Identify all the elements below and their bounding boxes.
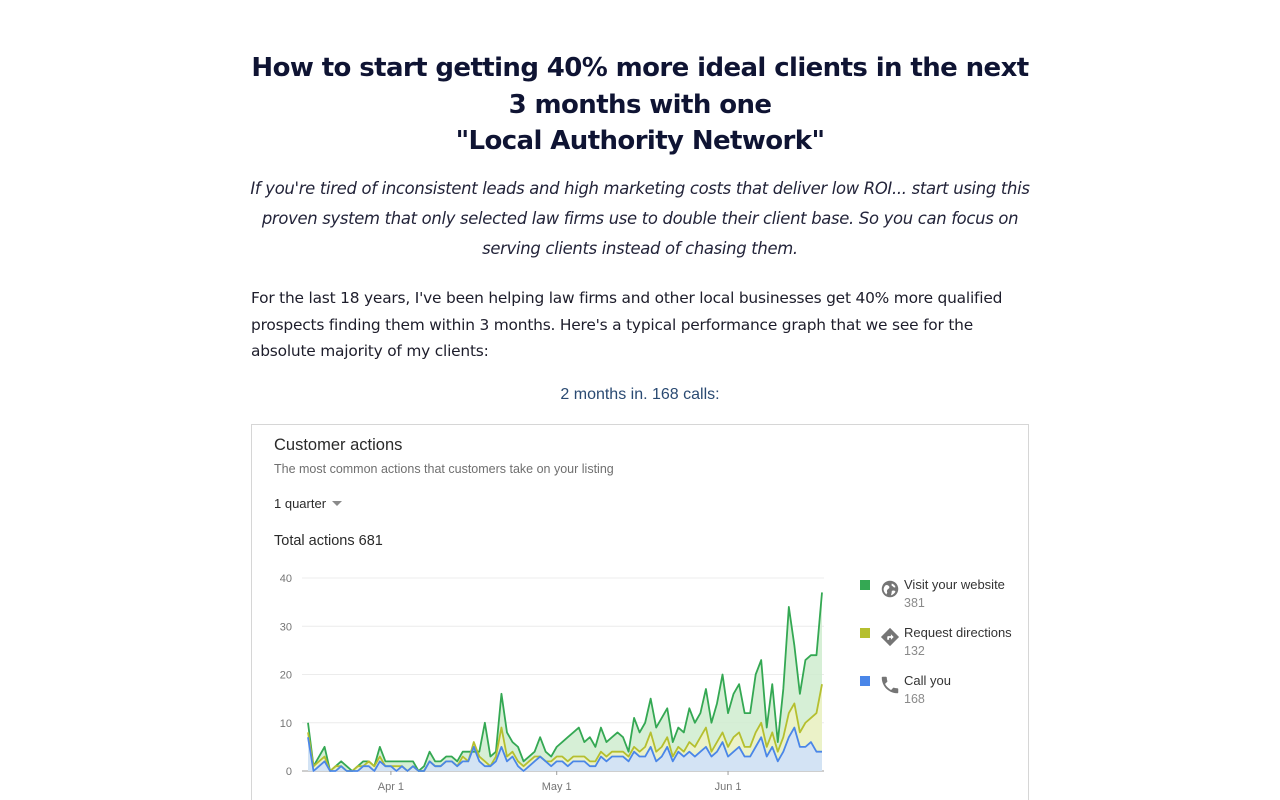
x-tick-label: May 1 <box>542 781 572 793</box>
legend-item-website: Visit your website 381 <box>860 577 1020 617</box>
legend-count-website: 381 <box>904 596 925 610</box>
customer-actions-chart: 0 10 20 30 40 Apr 1 May 1 Jun 1 <box>280 573 824 793</box>
legend-swatch-calls <box>860 676 870 686</box>
headline-line-2: 3 months with one <box>508 89 772 120</box>
legend-item-calls: Call you 168 <box>860 673 1020 713</box>
subheadline: If you're tired of inconsistent leads an… <box>250 179 1030 258</box>
globe-icon <box>881 580 899 598</box>
series-area-calls <box>308 727 822 771</box>
legend-label-calls: Call you <box>904 673 951 688</box>
legend-swatch-website <box>860 580 870 590</box>
intro-paragraph: For the last 18 years, I've been helping… <box>251 289 1003 361</box>
headline-line-1: How to start getting 40% more ideal clie… <box>251 53 1029 83</box>
chevron-down-icon <box>332 501 343 506</box>
chart-caption: 2 months in. 168 calls: <box>560 386 720 403</box>
legend-count-calls: 168 <box>904 692 925 706</box>
total-actions: Total actions 681 <box>274 533 383 549</box>
x-tick-label: Jun 1 <box>715 781 742 793</box>
legend-label-website: Visit your website <box>904 577 1005 592</box>
card-title: Customer actions <box>274 436 403 454</box>
legend-count-directions: 132 <box>904 644 925 658</box>
page-headline: How to start getting 40% more ideal clie… <box>250 50 1030 160</box>
legend-label-directions: Request directions <box>904 625 1012 640</box>
series-area-directions <box>308 684 822 771</box>
headline-line-3: "Local Authority Network" <box>455 126 825 156</box>
legend-item-directions: Request directions 132 <box>860 625 1020 665</box>
series-line-calls <box>307 726 822 772</box>
phone-icon <box>881 676 899 694</box>
y-tick-label: 10 <box>280 718 292 730</box>
period-dropdown[interactable]: 1 quarter <box>274 496 343 511</box>
series-area-website <box>308 592 822 771</box>
directions-icon <box>880 627 900 647</box>
y-tick-label: 40 <box>280 573 292 585</box>
series-line-directions <box>307 683 823 772</box>
customer-actions-card: 0 10 20 30 40 Apr 1 May 1 Jun 1 Customer action… <box>251 424 1029 800</box>
legend-swatch-directions <box>860 628 870 638</box>
y-tick-label: 0 <box>286 766 292 778</box>
x-tick-label: Apr 1 <box>378 781 404 793</box>
card-subtitle: The most common actions that customers t… <box>274 462 614 476</box>
y-tick-label: 20 <box>280 670 292 682</box>
period-value: 1 quarter <box>274 496 327 511</box>
y-tick-label: 30 <box>280 621 292 633</box>
series-line-website <box>307 592 823 772</box>
